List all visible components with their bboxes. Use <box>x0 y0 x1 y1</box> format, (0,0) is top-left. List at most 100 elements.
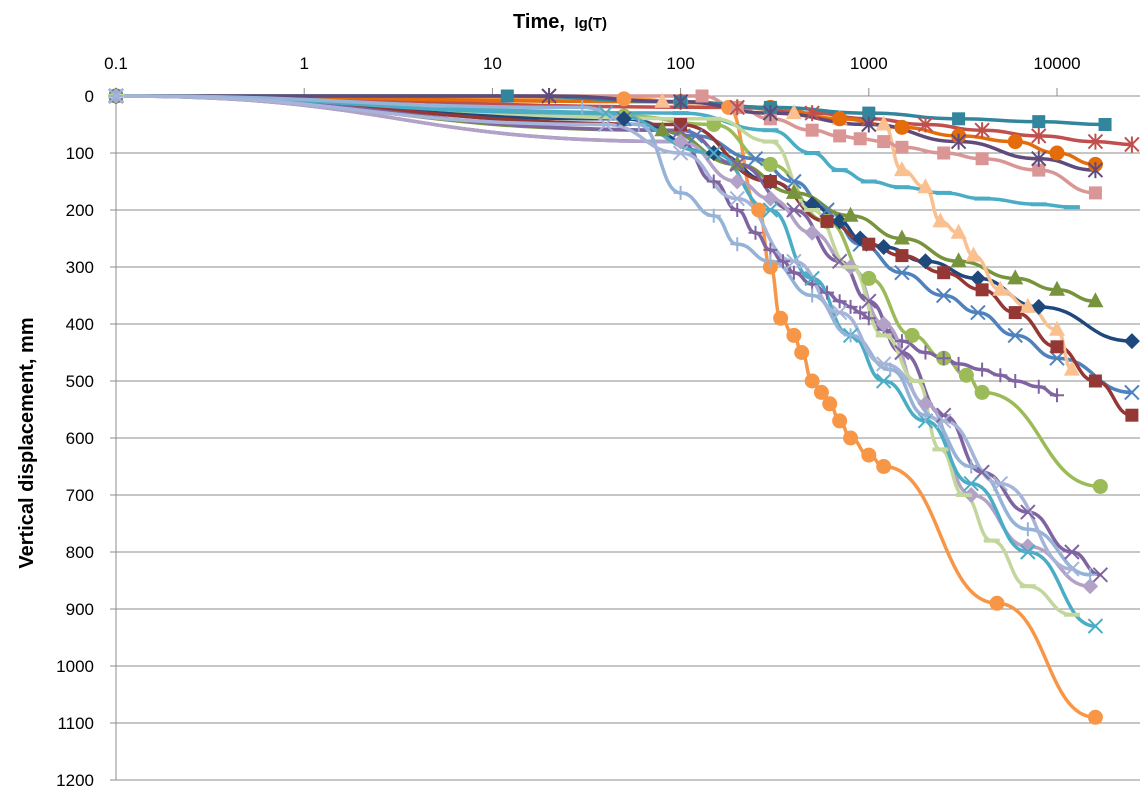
marker-x <box>1020 504 1036 520</box>
marker-x <box>894 264 910 281</box>
marker-circle <box>832 413 848 429</box>
marker-square <box>975 283 989 297</box>
marker-x <box>1064 561 1080 577</box>
marker-dash <box>762 128 779 133</box>
marker-dash <box>955 493 972 497</box>
marker-square <box>877 135 891 149</box>
marker-dash <box>804 208 821 212</box>
marker-square <box>937 146 951 160</box>
marker-circle <box>989 595 1005 611</box>
marker-star <box>541 88 557 104</box>
marker-square <box>853 132 867 146</box>
marker-circle <box>861 447 877 463</box>
marker-square <box>1032 115 1046 129</box>
marker-star <box>1087 133 1104 150</box>
marker-diamond <box>762 190 779 207</box>
y-tick-label: 0 <box>85 87 94 106</box>
marker-dash <box>935 190 952 195</box>
marker-x <box>747 150 764 167</box>
marker-plus <box>951 356 966 371</box>
marker-square <box>805 123 819 137</box>
marker-plus <box>575 100 590 115</box>
grid <box>116 95 1140 781</box>
marker-square <box>1032 163 1046 177</box>
marker-triangle <box>965 246 982 262</box>
marker-square <box>975 152 989 166</box>
marker-circle <box>804 373 820 389</box>
marker-triangle <box>1007 269 1024 285</box>
marker-dash <box>762 139 779 144</box>
marker-triangle <box>729 155 746 171</box>
marker-diamond <box>1082 578 1099 595</box>
marker-diamond <box>875 316 892 332</box>
marker-dash <box>974 196 991 201</box>
y-tick-label: 300 <box>66 258 94 277</box>
marker-dash <box>804 151 821 155</box>
marker-plus <box>1031 379 1046 394</box>
marker-dash <box>705 116 722 121</box>
marker-triangle <box>1049 280 1065 296</box>
marker-star <box>729 99 745 116</box>
marker-square <box>1088 374 1102 388</box>
y-tick-label: 1200 <box>56 771 94 790</box>
marker-x <box>108 88 124 104</box>
marker-square <box>952 112 966 126</box>
marker-diamond <box>615 110 632 127</box>
marker-plus <box>706 208 721 223</box>
marker-x <box>1020 544 1036 560</box>
marker-diamond <box>672 133 689 150</box>
x-axis-title: Time, lg(T) <box>513 11 607 33</box>
marker-plus <box>1008 374 1023 388</box>
marker-plus <box>975 362 990 377</box>
marker-plus <box>805 288 820 303</box>
series-markers-7 <box>108 87 1080 376</box>
marker-circle <box>861 270 877 286</box>
marker-plus <box>918 408 933 423</box>
marker-circle <box>958 367 974 383</box>
marker-x <box>706 145 722 161</box>
marker-plus <box>631 117 646 132</box>
marker-x <box>672 122 689 138</box>
y-tick-label: 1000 <box>56 657 94 676</box>
y-tick-label: 200 <box>66 201 94 220</box>
marker-triangle <box>654 121 671 137</box>
marker-dash <box>932 447 949 452</box>
marker-triangle <box>1087 292 1104 308</box>
marker-x <box>729 156 745 173</box>
marker-plus <box>748 225 763 240</box>
marker-plus <box>820 285 835 300</box>
marker-square <box>1088 186 1102 200</box>
marker-x <box>1092 567 1109 583</box>
y-tick-label: 400 <box>66 315 94 334</box>
marker-star <box>1031 127 1047 144</box>
marker-circle <box>773 310 789 326</box>
series-markers-20 <box>108 88 1080 577</box>
marker-plus <box>730 237 745 252</box>
marker-plus <box>1050 388 1064 403</box>
marker-triangle <box>893 161 910 177</box>
marker-x <box>831 304 848 321</box>
marker-circle <box>616 91 632 107</box>
marker-square <box>1125 408 1139 422</box>
marker-square <box>862 237 876 251</box>
marker-triangle <box>1063 360 1080 376</box>
marker-diamond <box>831 213 848 230</box>
marker-plus <box>1020 522 1035 537</box>
y-tick-label: 700 <box>66 486 94 505</box>
marker-dash <box>875 333 892 338</box>
marker-plus <box>706 174 721 189</box>
marker-star <box>762 105 779 122</box>
marker-triangle <box>950 252 967 268</box>
marker-square <box>500 89 514 103</box>
marker-circle <box>876 459 892 474</box>
marker-plus <box>763 254 778 269</box>
marker-triangle <box>1019 297 1036 313</box>
marker-triangle <box>785 104 802 120</box>
marker-dash <box>842 265 859 269</box>
marker-square <box>763 175 777 188</box>
marker-dash <box>1019 584 1036 589</box>
y-tick-label: 800 <box>66 543 94 562</box>
marker-x <box>598 116 614 133</box>
y-tick-label: 100 <box>66 144 94 163</box>
